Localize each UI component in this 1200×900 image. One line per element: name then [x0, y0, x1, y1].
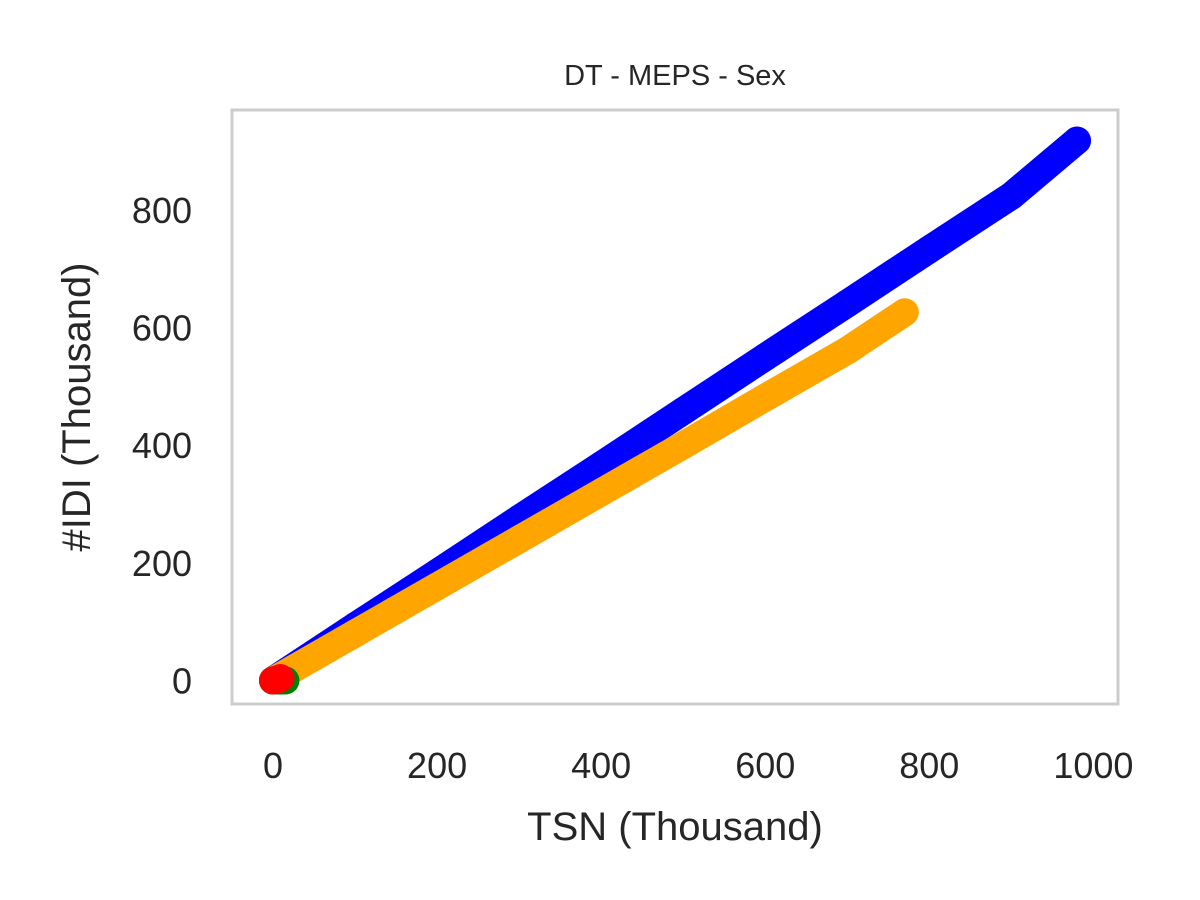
y-tick-label: 200 [132, 543, 192, 584]
y-tick-label: 600 [132, 308, 192, 349]
y-tick-label: 400 [132, 425, 192, 466]
series-1-point [505, 525, 534, 554]
x-tick-label: 800 [899, 745, 959, 786]
series-1-point [833, 336, 862, 365]
x-axis-label: TSN (Thousand) [527, 805, 823, 849]
series-0-point [1062, 126, 1091, 155]
y-axis-label: #IDI (Thousand) [55, 262, 99, 551]
series-0-point [669, 397, 698, 426]
series-0-point [833, 289, 862, 318]
x-tick-label: 400 [571, 745, 631, 786]
x-tick-label: 600 [735, 745, 795, 786]
x-tick-label: 1000 [1053, 745, 1133, 786]
y-tick-label: 0 [172, 660, 192, 701]
series-3-point [266, 664, 295, 693]
series-0-point [915, 235, 944, 264]
x-tick-label: 0 [263, 745, 283, 786]
series-1-point [423, 572, 452, 601]
chart-title: DT - MEPS - Sex [564, 60, 786, 92]
series-1-point [341, 619, 370, 648]
series-1-point [669, 431, 698, 460]
y-tick-label: 800 [132, 190, 192, 231]
series-0-point [997, 181, 1026, 210]
y-tick-labels: 0 200 400 600 800 [132, 190, 192, 701]
series-1-point [587, 478, 616, 507]
series-1-point [890, 298, 919, 327]
data-marks [259, 126, 1091, 695]
series-1-point [751, 383, 780, 412]
x-tick-label: 200 [407, 745, 467, 786]
series-0-point [751, 343, 780, 372]
x-tick-labels: 0 200 400 600 800 1000 [263, 745, 1133, 786]
